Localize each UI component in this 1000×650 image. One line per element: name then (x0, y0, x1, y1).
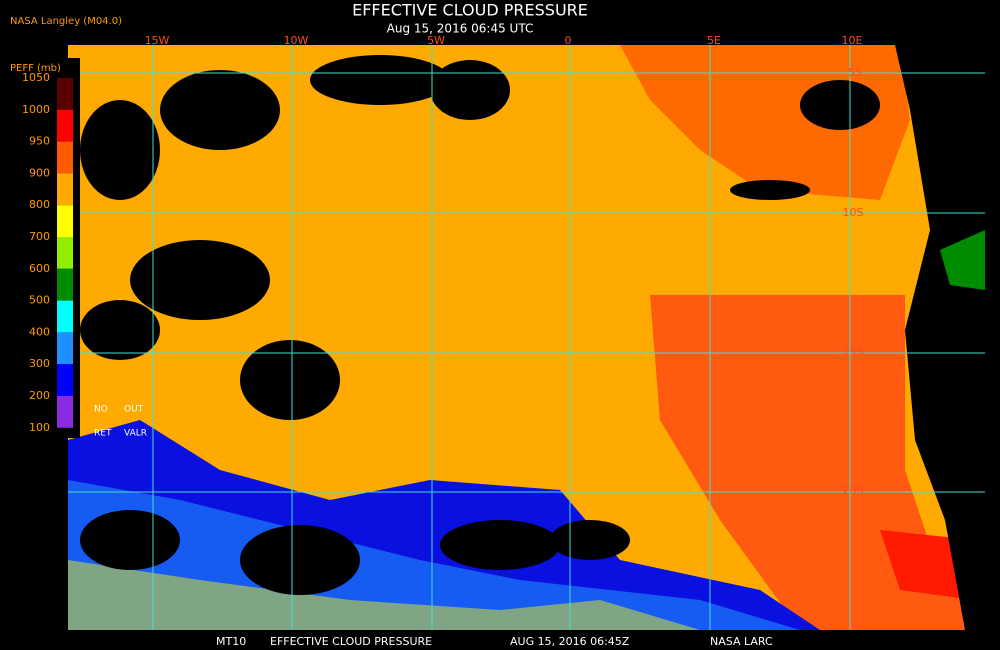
legend-tick-label: 700 (29, 230, 50, 243)
lat-label: 5S (848, 66, 862, 79)
land (895, 45, 985, 630)
mid-cloud (940, 230, 985, 290)
lat-label: 10S (843, 206, 864, 219)
lon-label: 10W (284, 34, 309, 47)
legend-swatch (57, 268, 73, 301)
lon-label: 15W (145, 34, 170, 47)
legend-note: OUT (124, 405, 144, 415)
legend-tick-label: 300 (29, 357, 50, 370)
legend-swatch (57, 109, 73, 142)
lon-label: 10E (842, 34, 863, 47)
legend-swatch (57, 205, 73, 237)
lon-label: 0 (565, 34, 572, 47)
source-label: NASA Langley (M04.0) (10, 16, 122, 27)
title: EFFECTIVE CLOUD PRESSURE (352, 1, 588, 20)
legend-tick-label: 950 (29, 135, 50, 148)
legend-tick-label: 400 (29, 325, 50, 338)
subtitle: Aug 15, 2016 06:45 UTC (387, 22, 534, 36)
legend-tick-label: 900 (29, 166, 50, 179)
lat-label: 15S (843, 345, 864, 358)
footer-text: MT10 (216, 635, 246, 648)
legend-swatch (57, 237, 73, 269)
legend-swatch (57, 364, 73, 396)
high-cloud (68, 480, 800, 630)
legend-tick-label: 600 (29, 262, 50, 275)
footer-text: EFFECTIVE CLOUD PRESSURE (270, 635, 432, 648)
legend-swatch (57, 173, 73, 206)
lon-label: 5E (707, 34, 721, 47)
mixed-cloud (68, 560, 700, 630)
footer-text: AUG 15, 2016 06:45Z (510, 635, 630, 648)
legend-tick-label: 1000 (22, 103, 50, 116)
legend-tick-label: 1050 (22, 71, 50, 84)
lon-label: 5W (427, 34, 445, 47)
legend-tick-label: 200 (29, 389, 50, 402)
legend-note: NO (94, 405, 108, 415)
lat-label: 20S (843, 484, 864, 497)
legend-note: VALR (124, 429, 147, 439)
graticule: 15W 10W 5W 0 5E 10E 5S 10S 15S 20S (68, 34, 985, 630)
legend-tick-label: 800 (29, 198, 50, 211)
legend-swatch (57, 396, 73, 428)
legend-swatch (57, 332, 73, 365)
legend: 1050 1000 950 900 800 700 600 500 400 300 200 100 (22, 71, 73, 434)
legend-note: RET (94, 429, 112, 439)
clear-sky (80, 55, 880, 595)
legend-tick-label: 100 (29, 421, 50, 434)
legend-title: PEFF (mb) (10, 63, 61, 74)
footer-text: NASA LARC (710, 635, 773, 648)
legend-swatch (57, 141, 73, 174)
cloud-field (68, 45, 985, 630)
legend-swatch (57, 78, 73, 110)
legend-tick-label: 500 (29, 294, 50, 307)
legend-swatch (57, 300, 73, 333)
